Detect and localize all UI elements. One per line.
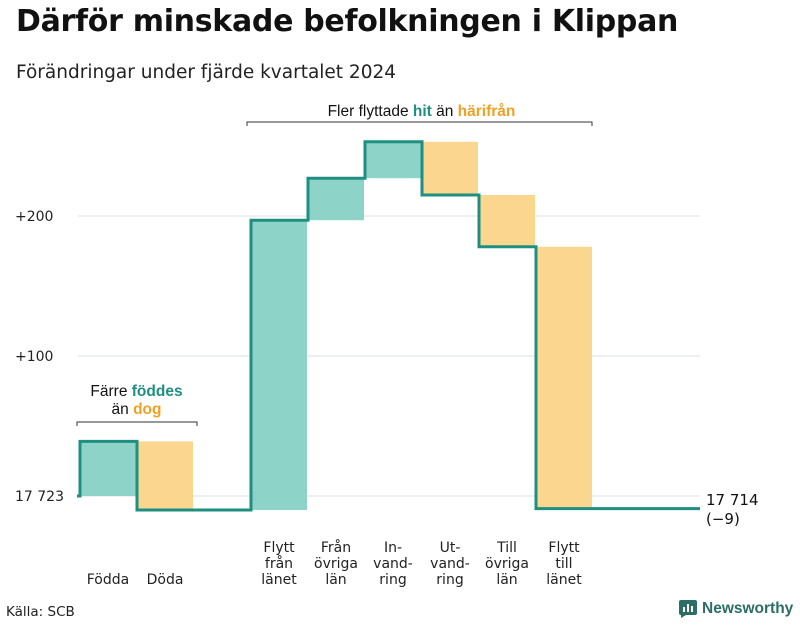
bar-från-övriga-län <box>308 178 364 221</box>
bar-chart-icon <box>679 600 697 618</box>
x-tick-label: Födda <box>87 572 129 588</box>
x-tick-label: Flytt till länet <box>546 540 582 588</box>
chart-subtitle: Förändringar under fjärde kvartalet 2024 <box>16 62 397 83</box>
annotation-migration-line1: Fler flyttade hit än härifrån <box>328 103 516 120</box>
bar-utvandring <box>422 141 478 195</box>
bar-flytt-till-länet <box>536 246 592 509</box>
x-tick-label: Till övriga län <box>485 540 529 588</box>
y-tick-label: +100 <box>15 349 53 365</box>
brand-name: Newsworthy <box>702 600 794 617</box>
annotation-bracket-migration <box>246 121 593 126</box>
bar-invandring <box>365 141 421 179</box>
x-tick-label: Från övriga län <box>314 539 358 588</box>
x-tick-label: Ut-vand-ring <box>430 540 470 588</box>
bar-födda <box>80 441 136 496</box>
bar-flytt-från-länet <box>251 220 307 510</box>
annotation-births-line2: än dog <box>112 401 162 418</box>
brand-logo: Newsworthy <box>679 600 793 618</box>
bar-till-övriga-län <box>479 195 535 247</box>
x-tick-label: Döda <box>147 572 184 588</box>
cumulative-line <box>77 140 700 512</box>
annotation-bracket-births <box>76 421 198 426</box>
source-note: Källa: SCB <box>6 604 75 620</box>
y-tick-label: +200 <box>15 209 53 225</box>
end-value-label: 17 714 <box>706 491 759 509</box>
chart-title: Därför minskade befolkningen i Klippan <box>16 4 679 39</box>
net-change-label: (−9) <box>706 510 740 528</box>
x-tick-label: Flytt från länet <box>261 540 297 588</box>
x-tick-label: In-vand-ring <box>373 540 413 588</box>
annotation-births-line1: Färre föddes <box>90 383 182 400</box>
y-tick-label: 17 723 <box>15 489 64 505</box>
bar-döda <box>137 441 193 510</box>
